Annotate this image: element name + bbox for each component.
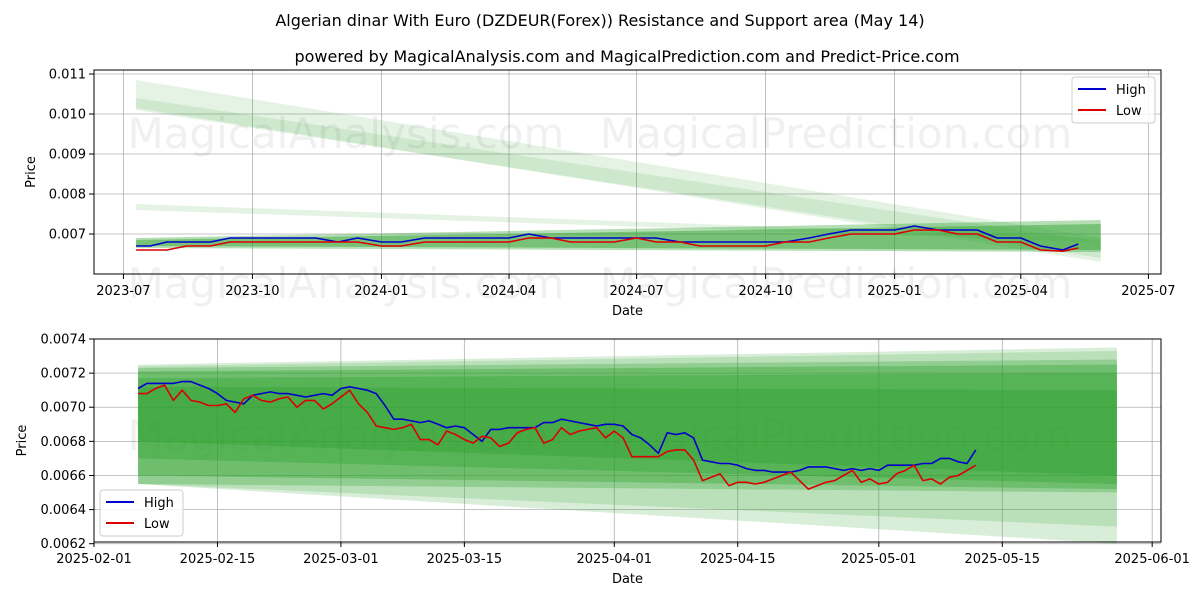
watermark-text: MagicalAnalysis.com bbox=[128, 109, 565, 158]
watermark-text: MagicalPrediction.com bbox=[600, 259, 1073, 308]
y-tick-label: 0.0066 bbox=[41, 469, 87, 484]
band bbox=[138, 373, 1117, 484]
series-lines bbox=[136, 225, 1079, 252]
series-lines bbox=[137, 380, 977, 490]
watermark-text: MagicalPrediction.com bbox=[600, 411, 1073, 460]
support-resistance-bands bbox=[136, 80, 1101, 262]
y-tick-label: 0.010 bbox=[49, 108, 86, 123]
y-axis-label: Price bbox=[15, 425, 30, 457]
y-tick-label: 0.0074 bbox=[41, 333, 87, 348]
series-line-low bbox=[136, 229, 1079, 252]
legend-label-high: High bbox=[1116, 83, 1146, 98]
series-line-low bbox=[138, 384, 977, 490]
bottom-chart-panel: MagicalAnalysis.com MagicalPrediction.com… bbox=[15, 333, 1190, 588]
watermark-text: MagicalAnalysis.com bbox=[128, 259, 565, 308]
y-tick-label: 0.009 bbox=[49, 148, 86, 163]
x-tick-label: 2025-05-01 bbox=[841, 552, 917, 567]
y-tick-label: 0.007 bbox=[49, 228, 86, 243]
x-tick-label: 2023-10 bbox=[225, 284, 279, 299]
x-tick-label: 2023-07 bbox=[96, 284, 150, 299]
y-tick-label: 0.0064 bbox=[41, 503, 87, 518]
legend: High Low bbox=[1071, 76, 1156, 124]
watermarks: MagicalAnalysis.com MagicalPrediction.com bbox=[128, 411, 1073, 460]
grid bbox=[94, 70, 1161, 274]
y-tick-label: 0.008 bbox=[49, 188, 86, 203]
y-tick-label: 0.0062 bbox=[41, 537, 87, 552]
x-tick-label: 2025-03-01 bbox=[303, 552, 379, 567]
series-line-high bbox=[136, 225, 1079, 251]
y-axis: 0.0062 0.0064 0.0066 0.0068 0.0070 0.0072 0.00… bbox=[15, 333, 94, 552]
x-tick-label: 2025-03-15 bbox=[427, 552, 503, 567]
y-tick-label: 0.011 bbox=[49, 68, 86, 83]
x-tick-label: 2025-04-01 bbox=[576, 552, 652, 567]
legend-label-low: Low bbox=[1116, 104, 1142, 119]
y-tick-label: 0.0070 bbox=[41, 401, 87, 416]
axes-frame bbox=[93, 69, 1162, 275]
top-chart-panel: MagicalAnalysis.com MagicalPrediction.com… bbox=[24, 68, 1176, 320]
x-tick-label: 2024-01 bbox=[354, 284, 408, 299]
legend: High Low bbox=[99, 489, 184, 537]
chart-title: Algerian dinar With Euro (DZDEUR(Forex))… bbox=[275, 11, 924, 30]
x-tick-label: 2024-10 bbox=[738, 284, 792, 299]
watermarks: MagicalAnalysis.com MagicalPrediction.com… bbox=[128, 109, 1073, 308]
x-tick-label: 2025-05-15 bbox=[964, 552, 1040, 567]
watermark-text: MagicalPrediction.com bbox=[600, 109, 1073, 158]
y-tick-label: 0.0068 bbox=[41, 435, 87, 450]
x-axis-label: Date bbox=[612, 572, 643, 587]
band bbox=[136, 98, 1101, 258]
band bbox=[138, 350, 1117, 527]
x-axis: 2025-02-01 2025-02-15 2025-03-01 2025-03-15… bbox=[56, 542, 1190, 587]
x-tick-label: 2025-06-01 bbox=[1114, 552, 1190, 567]
band bbox=[138, 364, 1117, 490]
series-line-high bbox=[137, 380, 977, 473]
x-tick-label: 2025-01 bbox=[867, 284, 921, 299]
x-tick-label: 2025-04 bbox=[994, 284, 1048, 299]
y-tick-label: 0.0072 bbox=[41, 367, 87, 382]
band bbox=[136, 220, 1101, 252]
x-tick-label: 2025-02-01 bbox=[56, 552, 132, 567]
y-axis: 0.007 0.008 0.009 0.010 0.011 Price bbox=[24, 68, 94, 243]
legend-label-high: High bbox=[144, 496, 174, 511]
x-tick-label: 2024-07 bbox=[609, 284, 663, 299]
band bbox=[136, 80, 1101, 262]
chart-subtitle: powered by MagicalAnalysis.com and Magic… bbox=[294, 47, 959, 66]
band bbox=[138, 359, 1117, 493]
legend-label-low: Low bbox=[144, 517, 170, 532]
x-axis: 2023-07 2023-10 2024-01 2024-04 2024-07 2024-… bbox=[96, 274, 1176, 319]
y-axis-label: Price bbox=[24, 156, 39, 188]
x-tick-label: 2025-04-15 bbox=[700, 552, 776, 567]
watermark-text: MagicalAnalysis.com bbox=[128, 411, 565, 460]
x-axis-label: Date bbox=[612, 304, 643, 319]
axes-frame bbox=[93, 338, 1162, 543]
x-tick-label: 2025-02-15 bbox=[180, 552, 256, 567]
x-tick-label: 2024-04 bbox=[482, 284, 536, 299]
x-tick-label: 2025-07 bbox=[1121, 284, 1175, 299]
band bbox=[136, 204, 1101, 242]
